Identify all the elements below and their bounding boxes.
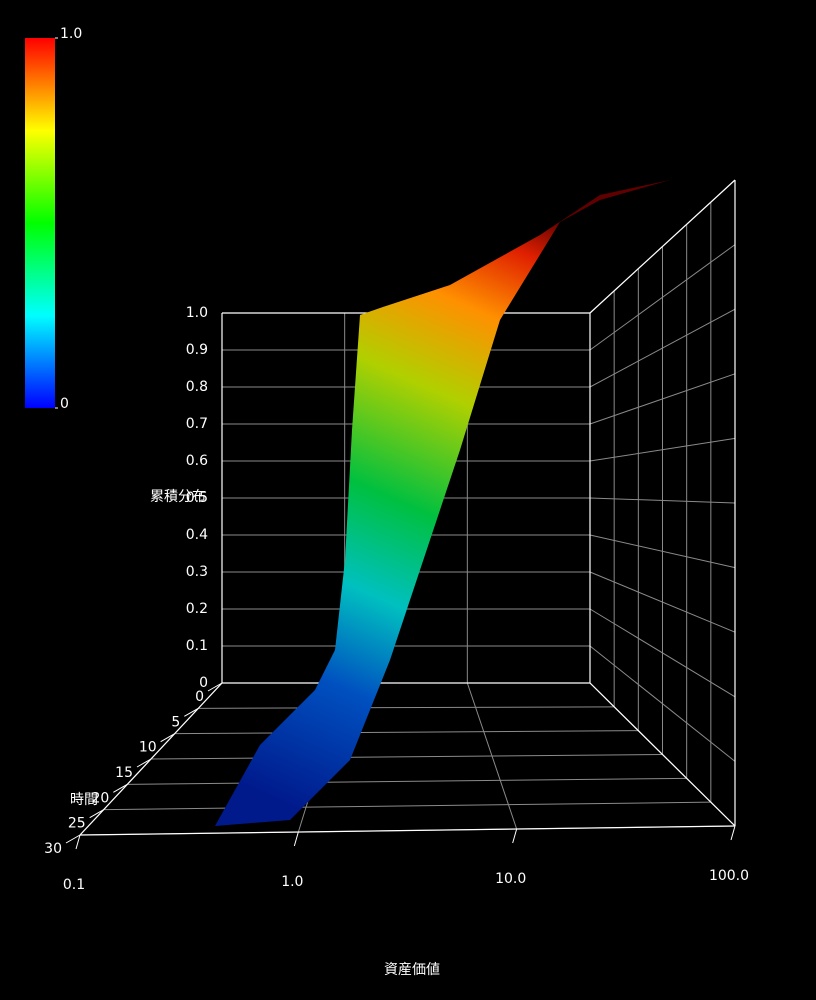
tick-mark <box>730 825 736 841</box>
colorbar-tick-label: 0 <box>60 396 69 412</box>
grid-line <box>127 777 687 785</box>
y-tick-label: 0 <box>195 689 204 705</box>
z-tick-label: 0.6 <box>186 453 208 469</box>
y-axis-label: 時間 <box>70 792 98 808</box>
tick-mark <box>184 707 199 717</box>
z-tick-label: 0.5 <box>186 490 208 506</box>
z-tick-label: 0.4 <box>186 527 208 543</box>
z-tick-label: 0.9 <box>186 342 208 358</box>
z-axis-label: 累積分布 <box>150 489 206 505</box>
grid-line <box>174 730 639 735</box>
axis-edge <box>79 682 223 836</box>
colorbar-tick-label: 1.0 <box>60 26 82 42</box>
tick-mark <box>160 733 175 743</box>
z-tick-label: 0.2 <box>186 601 208 617</box>
tick-mark <box>512 828 518 844</box>
tick-mark <box>136 758 152 768</box>
x-axis-label: 資産価値 <box>384 962 440 978</box>
surface <box>215 180 670 826</box>
y-tick-label: 10 <box>139 740 157 756</box>
z-tick-label: 0.7 <box>186 416 208 432</box>
tick-mark <box>293 831 299 847</box>
y-tick-label: 30 <box>44 841 62 857</box>
z-tick-label: 0.3 <box>186 564 208 580</box>
grid-line <box>150 754 663 760</box>
y-tick-label: 15 <box>115 765 133 781</box>
x-tick-label: 100.0 <box>709 868 749 884</box>
y-tick-label: 25 <box>68 816 86 832</box>
axis-edge <box>589 179 736 314</box>
tick-mark <box>65 834 81 844</box>
axis-edge <box>589 682 736 827</box>
tick-mark <box>75 834 81 850</box>
tick-mark <box>89 809 104 819</box>
grid-line <box>198 706 615 709</box>
z-tick-label: 1.0 <box>186 305 208 321</box>
z-tick-label: 0.1 <box>186 638 208 654</box>
tick-mark <box>113 783 128 793</box>
z-tick-label: 0 <box>199 675 208 691</box>
colorbar <box>25 38 55 408</box>
axis-edge <box>79 825 736 836</box>
tick-mark <box>207 682 223 692</box>
x-tick-label: 10.0 <box>495 871 526 887</box>
y-tick-label: 5 <box>171 714 180 730</box>
x-tick-label: 1.0 <box>281 874 303 890</box>
grid-line <box>103 801 711 811</box>
x-tick-label: 0.1 <box>63 877 85 893</box>
z-tick-label: 0.8 <box>186 379 208 395</box>
y-tick-label: 20 <box>92 790 110 806</box>
